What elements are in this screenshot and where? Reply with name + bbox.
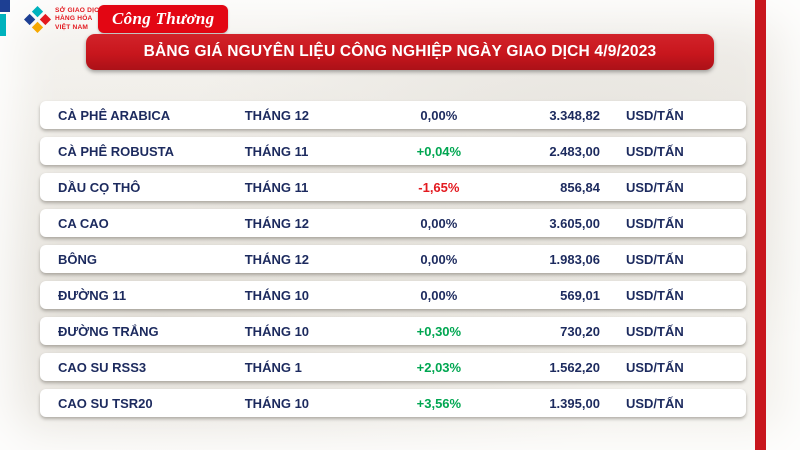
- price-value: 856,84: [560, 179, 600, 195]
- price-value: 569,01: [560, 287, 600, 303]
- title-banner: BẢNG GIÁ NGUYÊN LIỆU CÔNG NGHIỆP NGÀY GI…: [86, 34, 714, 70]
- commodity-name: ĐƯỜNG TRẮNG: [58, 323, 159, 339]
- commodity-name: CAO SU TSR20: [58, 395, 153, 411]
- price-unit: USD/TẤN: [625, 251, 684, 267]
- change-percent: +2,03%: [416, 359, 462, 375]
- commodity-name: ĐƯỜNG 11: [58, 287, 127, 303]
- commodity-name: CAO SU RSS3: [58, 359, 147, 375]
- right-red-strip: [755, 0, 766, 450]
- change-percent: +0,30%: [416, 323, 462, 339]
- price-value: 2.483,00: [549, 143, 600, 159]
- price-unit: USD/TẤN: [625, 179, 684, 195]
- contract-month: THÁNG 10: [244, 287, 310, 303]
- change-percent: 0,00%: [420, 107, 458, 123]
- contract-month: THÁNG 11: [244, 179, 309, 195]
- table-row: CAO SU TSR20 THÁNG 10 +3,56% 1.395,00 US…: [40, 389, 746, 417]
- price-value: 3.605,00: [549, 215, 600, 231]
- table-row: CA CAO THÁNG 12 0,00% 3.605,00 USD/TẤN: [40, 209, 746, 237]
- exchange-name-line1: SỞ GIAO DỊCH: [55, 7, 105, 15]
- congthuong-logo: Công Thương: [98, 5, 229, 33]
- contract-month: THÁNG 10: [244, 395, 310, 411]
- price-value: 1.562,20: [549, 359, 600, 375]
- mxv-diamond-icon: [24, 6, 51, 33]
- table-row: DẦU CỌ THÔ THÁNG 11 -1,65% 856,84 USD/TẤ…: [40, 173, 746, 201]
- price-value: 3.348,82: [549, 107, 600, 123]
- table-row: CAO SU RSS3 THÁNG 1 +2,03% 1.562,20 USD/…: [40, 353, 746, 381]
- change-percent: 0,00%: [420, 215, 458, 231]
- exchange-name: SỞ GIAO DỊCH HÀNG HÓA VIỆT NAM: [55, 7, 104, 32]
- commodity-name: BÔNG: [58, 251, 97, 267]
- table-row: CÀ PHÊ ROBUSTA THÁNG 11 +0,04% 2.483,00 …: [40, 137, 746, 165]
- table-row: ĐƯỜNG 11 THÁNG 10 0,00% 569,01 USD/TẤN: [40, 281, 746, 309]
- contract-month: THÁNG 10: [244, 323, 310, 339]
- commodity-name: DẦU CỌ THÔ: [58, 179, 141, 195]
- price-value: 1.983,06: [549, 251, 600, 267]
- price-unit: USD/TẤN: [625, 215, 684, 231]
- price-table: CÀ PHÊ ARABICA THÁNG 12 0,00% 3.348,82 U…: [40, 101, 746, 417]
- price-unit: USD/TẤN: [625, 287, 684, 303]
- commodity-name: CÀ PHÊ ARABICA: [58, 107, 171, 123]
- contract-month: THÁNG 12: [244, 215, 310, 231]
- left-edge-teal-bar: [0, 14, 6, 36]
- price-unit: USD/TẤN: [625, 323, 684, 339]
- contract-month: THÁNG 12: [244, 251, 310, 267]
- change-percent: +0,04%: [416, 143, 462, 159]
- contract-month: THÁNG 1: [244, 359, 302, 375]
- price-unit: USD/TẤN: [625, 395, 684, 411]
- change-percent: -1,65%: [418, 179, 460, 195]
- price-unit: USD/TẤN: [625, 359, 684, 375]
- contract-month: THÁNG 12: [244, 107, 310, 123]
- table-row: CÀ PHÊ ARABICA THÁNG 12 0,00% 3.348,82 U…: [40, 101, 746, 129]
- table-row: ĐƯỜNG TRẮNG THÁNG 10 +0,30% 730,20 USD/T…: [40, 317, 746, 345]
- change-percent: +3,56%: [416, 395, 462, 411]
- exchange-name-line3: VIỆT NAM: [55, 23, 89, 31]
- exchange-name-line2: HÀNG HÓA: [55, 15, 93, 23]
- price-value: 730,20: [560, 323, 600, 339]
- change-percent: 0,00%: [420, 287, 458, 303]
- price-unit: USD/TẤN: [625, 143, 684, 159]
- commodity-name: CA CAO: [58, 215, 109, 231]
- change-percent: 0,00%: [420, 251, 458, 267]
- table-row: BÔNG THÁNG 12 0,00% 1.983,06 USD/TẤN: [40, 245, 746, 273]
- commodity-name: CÀ PHÊ ROBUSTA: [58, 143, 175, 159]
- left-edge-blue-bar: [0, 0, 10, 12]
- page-title: BẢNG GIÁ NGUYÊN LIỆU CÔNG NGHIỆP NGÀY GI…: [143, 43, 657, 60]
- congthuong-logo-text: Công Thương: [112, 9, 215, 28]
- price-value: 1.395,00: [549, 395, 600, 411]
- mxv-logo: SỞ GIAO DỊCH HÀNG HÓA VIỆT NAM: [24, 6, 104, 33]
- price-unit: USD/TẤN: [625, 107, 684, 123]
- contract-month: THÁNG 11: [244, 143, 309, 159]
